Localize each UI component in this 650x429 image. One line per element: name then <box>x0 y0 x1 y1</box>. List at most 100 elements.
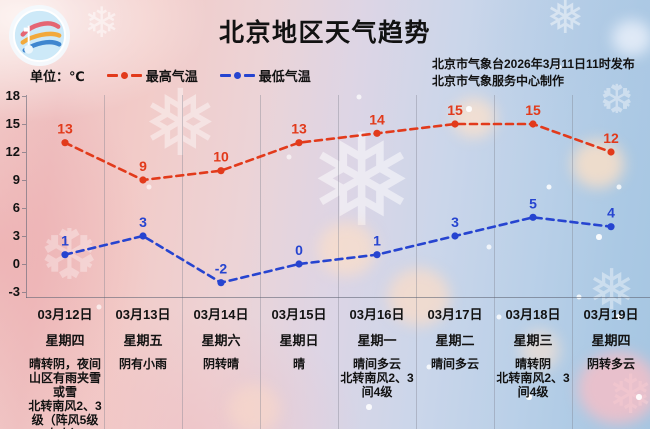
y-axis-tick <box>22 264 26 265</box>
bokeh-light <box>318 222 376 276</box>
weekday-label: 星期四 <box>591 333 631 348</box>
y-axis-label: 6 <box>12 200 20 215</box>
y-axis-label: 9 <box>12 172 20 187</box>
max-temp-point <box>529 120 537 128</box>
snowflake-icon: ❅ <box>308 110 416 253</box>
date-label: 03月16日 <box>349 307 405 322</box>
max-temp-line-marker <box>106 72 142 79</box>
max-temp-point <box>607 148 615 156</box>
weekday-label: 星期二 <box>435 333 475 348</box>
weather-condition-text: 阴转多云 <box>586 357 635 371</box>
min-temp-line-marker <box>219 72 255 79</box>
max-temp-value-label: 13 <box>57 121 73 137</box>
weekday-label: 星期三 <box>513 333 553 348</box>
wind-text: 北转南风2、3间4级 <box>496 371 570 399</box>
min-temp-point <box>607 223 615 231</box>
max-temp-value-label: 15 <box>525 102 541 118</box>
max-temp-value-label: 12 <box>603 130 619 146</box>
weather-condition-text: 阴有小雨 <box>118 357 167 371</box>
weather-condition-text: 晴转阴 <box>514 357 551 371</box>
max-temp-point <box>217 167 225 175</box>
y-axis-tick <box>22 152 26 153</box>
min-temp-value-label: 1 <box>373 233 381 249</box>
max-temp-point <box>373 129 381 137</box>
max-temp-value-label: 10 <box>213 149 229 165</box>
y-axis-line <box>26 95 27 298</box>
min-temp-point <box>529 213 537 221</box>
wind-text: 北转南风2、3间4级 <box>340 371 414 399</box>
date-label: 03月13日 <box>115 307 171 322</box>
y-axis-tick <box>22 96 26 97</box>
min-temp-value-label: 1 <box>61 233 69 249</box>
max-temp-value-label: 14 <box>369 111 385 127</box>
weekday-label: 星期六 <box>201 333 241 348</box>
y-axis-label: 18 <box>5 88 20 103</box>
y-axis-label: 0 <box>12 256 20 271</box>
y-axis-label: 3 <box>12 228 20 243</box>
weather-condition-text: 晴间多云 <box>352 357 401 371</box>
date-label: 03月14日 <box>193 307 249 322</box>
max-temp-point <box>61 139 69 147</box>
min-temp-point <box>373 251 381 259</box>
min-temp-point <box>61 251 69 259</box>
weather-condition-text: 晴转阴，夜间山区有雨夹雪或雪 <box>28 357 101 399</box>
day-column: 03月13日 星期五阴有小雨 <box>104 297 182 429</box>
min-temp-point <box>139 232 147 240</box>
legend: 单位：℃ 最高气温 最低气温 <box>30 66 311 85</box>
y-axis-tick <box>22 180 26 181</box>
y-axis-tick <box>22 292 26 293</box>
min-temp-point <box>217 279 225 287</box>
legend-item-max-temp: 最高气温 <box>106 66 198 85</box>
weather-condition-text: 晴 <box>292 357 305 371</box>
date-label: 03月18日 <box>505 307 561 322</box>
min-temp-value-label: 0 <box>295 242 303 258</box>
legend-label: 最高气温 <box>145 69 198 84</box>
max-temp-value-label: 13 <box>291 121 307 137</box>
y-axis-tick <box>22 236 26 237</box>
snowflake-icon: ❅ <box>142 73 220 175</box>
day-column: 03月18日 星期三晴转阴 北转南风2、3间4级 <box>494 297 572 429</box>
weekday-label: 星期五 <box>123 333 163 348</box>
snow-dots <box>0 0 2 2</box>
max-temp-value-label: 9 <box>139 158 147 174</box>
y-axis-label: 15 <box>5 116 20 131</box>
date-label: 03月15日 <box>271 307 327 322</box>
weather-condition-text: 晴间多云 <box>430 357 479 371</box>
x-axis-line <box>26 297 650 298</box>
weekday-label: 星期四 <box>45 333 85 348</box>
day-column: 03月19日 星期四阴转多云 <box>572 297 650 429</box>
y-axis-tick <box>22 208 26 209</box>
day-columns: 03月12日星期四晴转阴，夜间山区有雨夹雪或雪北转南风2、3级（阵风5级左右）0… <box>26 297 650 429</box>
max-temp-point <box>139 176 147 184</box>
weekday-label: 星期日 <box>279 333 319 348</box>
min-temp-value-label: 5 <box>529 195 537 211</box>
min-temp-value-label: 3 <box>139 214 147 230</box>
date-label: 03月19日 <box>583 307 639 322</box>
publisher-info: 北京市气象台2026年3月11日11时发布 北京市气象服务中心制作 <box>432 56 635 90</box>
day-column: 03月15日 星期日晴 <box>260 297 338 429</box>
y-axis-label: 12 <box>5 144 20 159</box>
weather-condition-text: 阴转晴 <box>202 357 239 371</box>
day-column: 03月17日 星期二晴间多云 <box>416 297 494 429</box>
page-title: 北京地区天气趋势 <box>218 19 431 47</box>
snowflake-icon: ❆ <box>40 216 99 294</box>
bokeh-light <box>452 98 496 138</box>
min-temp-value-label: 3 <box>451 214 459 230</box>
publish-time-text: 北京市气象台2026年3月11日11时发布 <box>432 57 635 71</box>
min-temp-point <box>295 260 303 268</box>
min-temp-value-label: 4 <box>607 205 615 221</box>
min-temp-point <box>451 232 459 240</box>
min-temp-value-label: -2 <box>215 261 228 277</box>
legend-label: 最低气温 <box>258 69 311 84</box>
producer-text: 北京市气象服务中心制作 <box>432 74 565 88</box>
max-temp-value-label: 15 <box>447 102 463 118</box>
y-axis-tick <box>22 124 26 125</box>
max-temp-point <box>295 139 303 147</box>
weekday-label: 星期一 <box>357 333 397 348</box>
max-temp-point <box>451 120 459 128</box>
legend-item-min-temp: 最低气温 <box>219 66 311 85</box>
date-label: 03月17日 <box>427 307 483 322</box>
y-axis-label: -3 <box>8 284 20 299</box>
